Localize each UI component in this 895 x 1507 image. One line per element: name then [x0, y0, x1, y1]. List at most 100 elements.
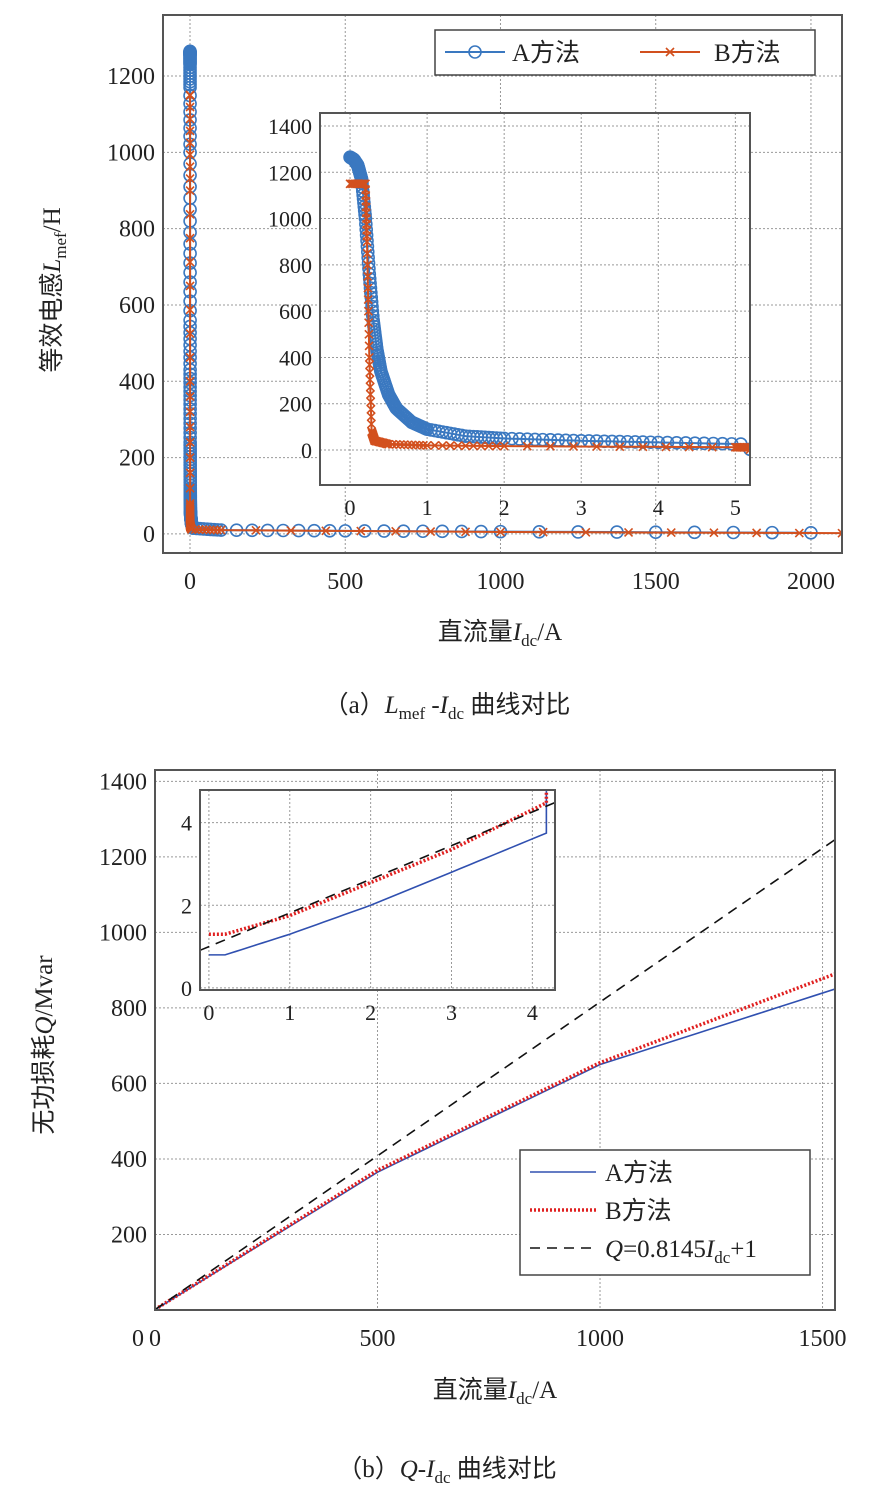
chart-a-inset-a-marker	[364, 285, 378, 300]
chart-b-inset-series-line-1	[208, 790, 549, 936]
chart-a-inset-b-marker	[430, 440, 440, 451]
chart-b-inset-xtick-label: 1	[284, 1000, 295, 1025]
chart-a-inset-a-marker	[688, 436, 702, 450]
chart-a-inset-a-marker	[636, 435, 650, 449]
legend-b-marker	[665, 47, 675, 57]
chart-b-xtick-label: 500	[360, 1326, 396, 1352]
caption-prefix: （b）	[337, 1455, 400, 1483]
caption-sub2: dc	[434, 1468, 451, 1487]
chart-a-b-marker	[185, 209, 195, 219]
chart-a-inset-ytick-label: 1400	[268, 114, 312, 139]
chart-a-inset-b-marker	[387, 439, 398, 449]
chart-a-b-marker	[752, 528, 762, 538]
chart-a-inset-b-marker	[366, 397, 376, 407]
chart-a-frame	[162, 14, 843, 554]
caption-suffix: 曲线对比	[451, 1455, 557, 1483]
chart-a-inset-a-marker	[651, 435, 666, 450]
chart-a-inset-background	[320, 113, 750, 485]
chart-a-inset-b-marker	[365, 367, 375, 377]
chart-b-xtick-label: 0	[149, 1326, 161, 1352]
chart-a-inset-a-marker	[505, 431, 519, 446]
chart-a-inset-b-marker	[365, 375, 375, 385]
chart-b-inset-frame	[199, 789, 556, 991]
chart-a-b-marker	[216, 525, 226, 535]
chart-a-inset-b-marker	[661, 442, 671, 452]
xlabel-var: I	[512, 619, 523, 646]
chart-a-inset-b-marker	[437, 440, 448, 451]
chart-a-legend: A方法 B方法	[434, 29, 816, 76]
chart-a-inset-xtick-label: 0	[345, 495, 356, 520]
chart-a-inset-b-marker	[445, 441, 455, 451]
chart-b-inset-ytick-label: 0	[181, 976, 192, 1001]
chart-a-b-marker	[185, 437, 195, 447]
xlabel-text: 直流量	[438, 618, 513, 646]
chart-a-b-marker	[460, 527, 471, 537]
chart-b-inset-xtick-label: 3	[446, 1000, 457, 1025]
chart-a-b-marker	[538, 527, 548, 537]
chart-a-inset-b-marker	[545, 441, 555, 451]
chart-a-inset-b-marker	[364, 352, 374, 363]
caption-mid: -	[418, 1456, 426, 1483]
chart-a-b-marker	[581, 527, 591, 537]
chart-a-b-marker	[190, 524, 200, 535]
caption-var2: I	[425, 1456, 436, 1483]
chart-a-b-marker	[837, 528, 842, 538]
chart-a-b-marker	[251, 525, 261, 535]
chart-a-inset-b-marker	[468, 441, 478, 451]
chart-a-b-marker	[321, 526, 331, 536]
chart-b-inset-ytick-label: 4	[181, 811, 192, 836]
ylabel-var: L	[39, 259, 66, 274]
caption-sub1: mef	[399, 704, 426, 723]
chart-a-inset-xtick-label: 1	[422, 495, 433, 520]
chart-a-b-marker	[212, 525, 222, 535]
xlabel-sub: dc	[516, 1389, 533, 1408]
ylabel-var: Q	[31, 1017, 58, 1035]
chart-a-b-marker	[185, 114, 195, 124]
chart-b-series-line-2	[155, 838, 835, 1310]
chart-a-ytick-label: 200	[119, 446, 155, 472]
chart-a-xtick-label: 2000	[787, 569, 835, 595]
chart-a-b-marker	[185, 174, 195, 184]
chart-a-inset-ytick-label: 1200	[268, 160, 312, 185]
chart-a-inset-a-marker	[620, 434, 635, 449]
chart-a-b-marker	[709, 528, 719, 538]
chart-a-inset-a-marker	[497, 431, 511, 446]
legend-fit-var: Q	[605, 1236, 623, 1263]
chart-a-inset-b-marker	[422, 440, 432, 450]
chart-a-inset-frame	[319, 112, 751, 486]
chart-b-ytick-label: 1200	[99, 845, 147, 871]
chart-a-inset-a-marker	[362, 267, 377, 281]
chart-a-inset-a-marker	[489, 431, 504, 445]
chart-a-series	[183, 44, 842, 540]
chart-a-xtick-label: 1500	[632, 569, 680, 595]
chart-a-caption: （a）Lmef -Idc 曲线对比	[324, 691, 571, 723]
chart-a-inset-b-marker	[365, 382, 375, 392]
chart-a-b-marker	[185, 102, 195, 112]
chart-a-b-marker	[185, 257, 195, 267]
xlabel-sub: dc	[521, 631, 538, 650]
chart-a-b-marker	[356, 526, 366, 536]
chart-a-inset-ytick-label: 1000	[268, 207, 312, 232]
chart-a-b-marker	[205, 525, 215, 535]
chart-a-xlabel: 直流量Idc/A	[438, 618, 562, 650]
chart-b-ytick-label: 1400	[99, 769, 147, 795]
chart-a-inset-a-marker	[365, 299, 379, 314]
chart-b-inset-series-line-0	[208, 790, 548, 956]
chart-b-xlabel: 直流量Idc/A	[433, 1376, 557, 1408]
xlabel-var: I	[507, 1377, 518, 1404]
chart-a-inset-b-marker	[522, 441, 532, 451]
chart-a-inset-a-marker	[679, 436, 693, 450]
chart-a-b-marker	[186, 524, 197, 534]
chart-a-inset-b-marker	[364, 318, 374, 328]
ylabel-unit: /Mvar	[31, 955, 58, 1017]
chart-a-ytick-label: 800	[119, 217, 155, 243]
chart-a-b-marker	[286, 526, 296, 536]
chart-a-inset-xtick-label: 3	[576, 495, 587, 520]
chart-a-inset-series	[343, 150, 750, 457]
chart-a-b-marker	[198, 525, 208, 535]
chart-a-inset-b-marker	[407, 440, 417, 450]
chart-b-inset-xtick-label: 2	[365, 1000, 376, 1025]
chart-a-inset-a-marker	[697, 436, 711, 451]
chart-a-b-marker	[185, 407, 195, 417]
chart-b-inset-ytick-label: 2	[181, 893, 192, 918]
